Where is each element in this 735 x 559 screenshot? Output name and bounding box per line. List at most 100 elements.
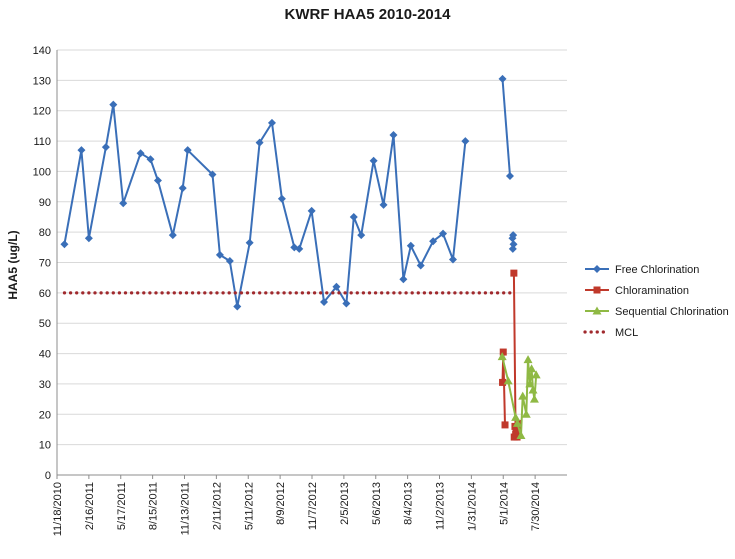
x-tick-label: 7/30/2014 (530, 482, 542, 531)
free-chlorination-point (307, 206, 316, 215)
sequential-chlorination-point (523, 355, 533, 364)
y-tick-label: 120 (33, 106, 51, 118)
sequential-chlorination-point (497, 352, 507, 361)
x-tick-label: 8/9/2012 (275, 482, 287, 525)
free-chlorination-point (277, 194, 286, 203)
legend-label: MCL (615, 327, 638, 339)
x-tick-label: 11/2/2013 (435, 482, 447, 530)
free-chlorination-point (349, 212, 358, 221)
y-tick-label: 130 (33, 75, 51, 87)
y-tick-label: 100 (33, 166, 51, 178)
legend-label: Sequential Chlorination (615, 306, 729, 318)
legend: Free Chlorination Chloramination Sequentia… (583, 264, 729, 339)
free-chlorination-point (429, 237, 438, 246)
free-chlorination-point (101, 143, 110, 152)
y-tick-label: 0 (45, 470, 51, 482)
free-chlorination-point (508, 234, 517, 243)
chart-title: KWRF HAA5 2010-2014 (284, 6, 451, 23)
free-chlorination-point (332, 282, 341, 291)
free-chlorination-point (369, 156, 378, 165)
free-chlorination-point (168, 231, 177, 240)
sequential-chlorination-point (531, 370, 541, 379)
x-tick-labels: 11/18/2010 2/16/2011 5/17/2011 8/15/2011 11/… (52, 482, 542, 536)
y-tick-label: 90 (39, 197, 51, 209)
axes (56, 50, 567, 479)
sequential-chlorination-point (512, 418, 522, 427)
x-tick-label: 8/4/2013 (403, 482, 415, 525)
x-tick-label: 2/5/2013 (339, 482, 351, 525)
free-chlorination-point (178, 184, 187, 193)
y-tick-label: 30 (39, 379, 51, 391)
free-chlorination-point (448, 255, 457, 264)
free-chlorination-point (183, 146, 192, 155)
legend-label: Free Chlorination (615, 264, 699, 276)
y-tick-labels: 0 10 20 30 40 50 60 70 80 90 100 110 120 130 140 (33, 45, 51, 482)
y-tick-label: 70 (39, 258, 51, 270)
legend-item-sequential-chlorination: Sequential Chlorination (585, 306, 729, 318)
y-tick-label: 40 (39, 349, 51, 361)
series-sequential-chlorination (497, 352, 541, 440)
series-free-chlorination (60, 74, 518, 311)
free-chlorination-point (84, 234, 93, 243)
free-chlorination-point (119, 199, 128, 208)
chloramination-point (501, 421, 509, 429)
free-chlorination-point (136, 149, 145, 158)
chloramination-point (513, 433, 521, 441)
x-tick-label: 5/17/2011 (116, 482, 128, 530)
free-chlorination-point (406, 241, 415, 250)
free-chlorination-point (245, 238, 254, 247)
y-tick-label: 50 (39, 318, 51, 330)
y-tick-label: 140 (33, 45, 51, 57)
x-tick-label: 5/1/2014 (498, 482, 510, 525)
y-tick-label: 20 (39, 409, 51, 421)
sequential-chlorination-point (518, 391, 528, 400)
sequential-chlorination-point (503, 376, 513, 385)
chloramination-point (499, 378, 507, 386)
free-chlorination-point (461, 137, 470, 146)
x-tick-label: 2/16/2011 (84, 482, 96, 530)
free-chlorination-line (501, 78, 511, 177)
x-tick-label: 5/11/2012 (243, 482, 255, 530)
free-chlorination-point (77, 146, 86, 155)
chloramination-point (513, 425, 521, 433)
x-tick-label: 5/6/2013 (371, 482, 383, 525)
sequential-chlorination-point (527, 364, 537, 373)
legend-marker (593, 265, 601, 273)
legend-marker (593, 286, 601, 294)
sequential-chlorination-point (529, 394, 539, 403)
y-tick-label: 110 (33, 136, 51, 148)
free-chlorination-point (153, 176, 162, 185)
free-chlorination-point (109, 100, 118, 109)
free-chlorination-point (267, 118, 276, 127)
y-tick-label: 80 (39, 227, 51, 239)
chloramination-point (499, 348, 507, 356)
free-chlorination-point (416, 261, 425, 270)
x-tick-label: 11/7/2012 (307, 482, 319, 530)
sequential-chlorination-point (511, 412, 521, 421)
y-tick-label: 60 (39, 288, 51, 300)
free-chlorination-point (255, 138, 264, 147)
free-chlorination-point (146, 155, 155, 164)
free-chlorination-point (379, 200, 388, 209)
sequential-chlorination-point (516, 431, 526, 440)
x-tick-label: 11/18/2010 (52, 482, 64, 536)
free-chlorination-point (60, 240, 69, 249)
sequential-chlorination-point (525, 379, 535, 388)
free-chlorination-point (225, 256, 234, 265)
sequential-chlorination-point (528, 385, 538, 394)
sequential-chlorination-point (521, 409, 531, 418)
free-chlorination-point (208, 170, 217, 179)
free-chlorination-point (295, 244, 304, 253)
legend-item-mcl: MCL (583, 327, 638, 339)
series-layer (60, 74, 541, 441)
free-chlorination-point (498, 74, 507, 83)
free-chlorination-point (505, 171, 514, 180)
legend-label: Chloramination (615, 285, 689, 297)
grid-lines (57, 49, 567, 446)
free-chlorination-point (508, 244, 517, 253)
free-chlorination-point (439, 229, 448, 238)
legend-item-free-chlorination: Free Chlorination (585, 264, 699, 276)
chloramination-point (510, 269, 518, 277)
free-chlorination-point (389, 131, 398, 139)
